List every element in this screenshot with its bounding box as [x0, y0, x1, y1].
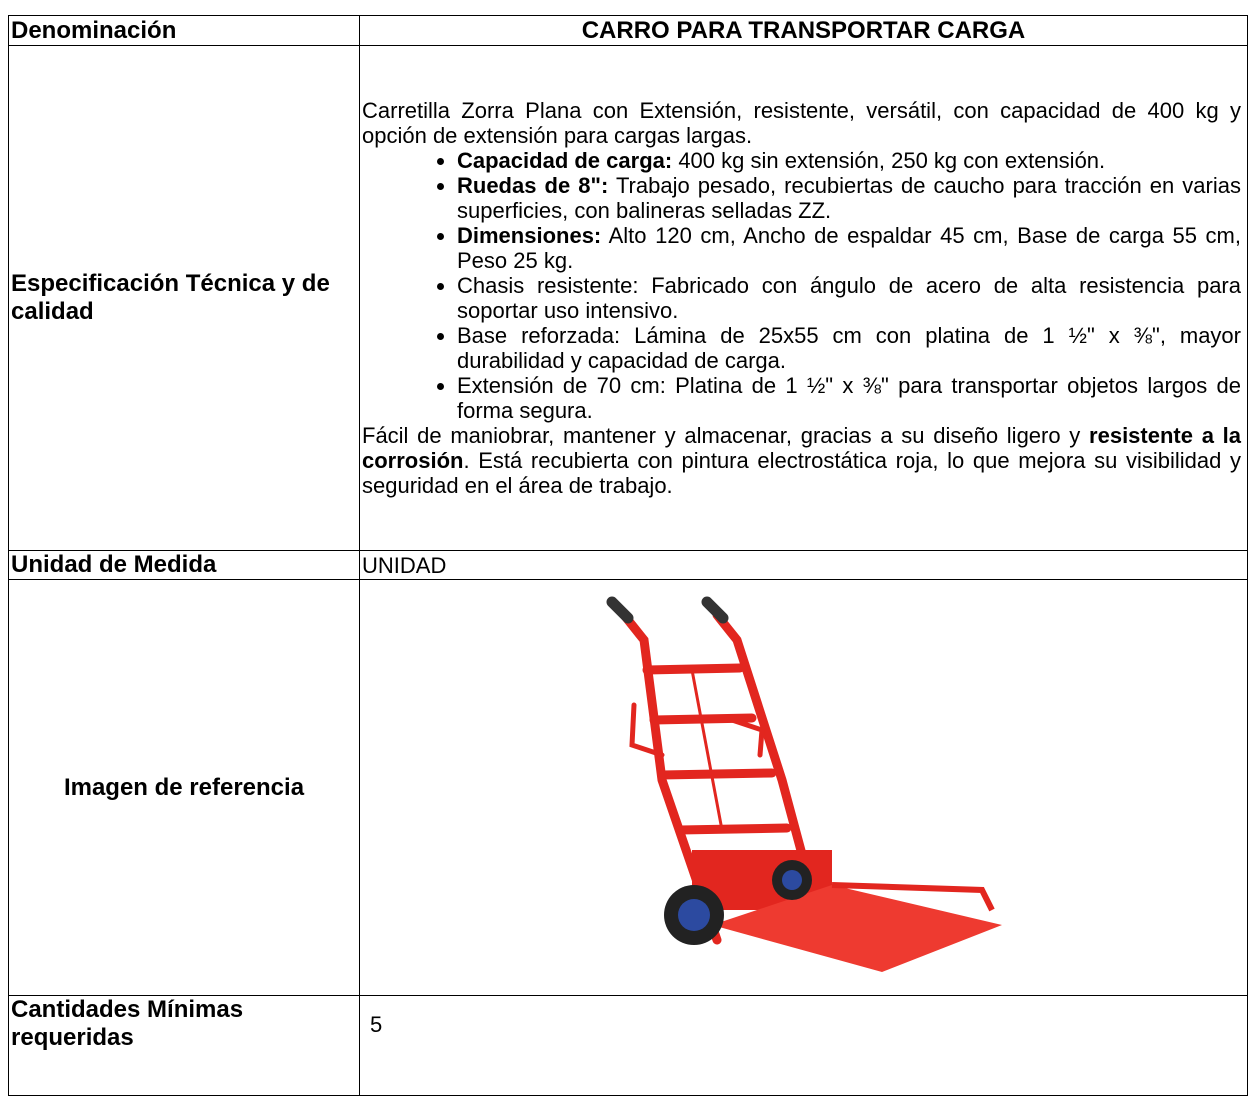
spec-cell: Carretilla Zorra Plana con Extensión, re… [359, 45, 1248, 551]
closing-text: . Está recubierta con pintura electrostá… [362, 448, 1241, 498]
bullet-text: 400 kg sin extensión, 250 kg con extensi… [678, 148, 1106, 173]
intro: Carretilla Zorra Plana con Extensión, re… [362, 98, 1241, 148]
row-label: Especificación Técnica y de calidad [8, 45, 360, 551]
bullet-text: Trabajo pesado, recubiertas de caucho pa… [457, 173, 1241, 223]
closing-bold: resistente a la corrosión [362, 423, 1241, 473]
bullet-text: Alto 120 cm, Ancho de espaldar 45 cm, Ba… [457, 223, 1241, 273]
closing: Fácil de maniobrar, mantener y almacenar… [362, 423, 1241, 498]
row-label: Imagen de referencia [8, 579, 360, 996]
bullet: Ruedas de 8": Trabajo pesado, recubierta… [457, 173, 1241, 223]
row-label: Cantidades Mínimas requeridas [8, 995, 360, 1096]
row-label: Unidad de Medida [8, 550, 360, 580]
bullet: Dimensiones: Alto 120 cm, Ancho de espal… [457, 223, 1241, 273]
bullet-bold: Ruedas de 8": [457, 173, 609, 198]
bullet-bold: Capacidad de carga: [457, 148, 673, 173]
closing-text: Fácil de maniobrar, mantener y almacenar… [362, 423, 1081, 448]
bullet: Extensión de 70 cm: Platina de 1 ½" x ⅜"… [457, 373, 1241, 423]
bullet: Chasis resistente: Fabricado con ángulo … [457, 273, 1241, 323]
bullet-bold: Dimensiones: [457, 223, 602, 248]
row-value: UNIDAD [359, 550, 1248, 580]
bullet: Capacidad de carga: 400 kg sin extensión… [457, 148, 1241, 173]
row-value: CARRO PARA TRANSPORTAR CARGA [359, 15, 1248, 46]
row-label: Denominación [8, 15, 360, 46]
bullet: Base reforzada: Lámina de 25x55 cm con p… [457, 323, 1241, 373]
row-value: 5 [359, 995, 1248, 1096]
bullet-list: Capacidad de carga: 400 kg sin extensión… [362, 148, 1241, 423]
spec-table: Denominación CARRO PARA TRANSPORTAR CARG… [8, 15, 1248, 1096]
image-cell [359, 579, 1248, 996]
hand-truck-image [606, 596, 1002, 972]
